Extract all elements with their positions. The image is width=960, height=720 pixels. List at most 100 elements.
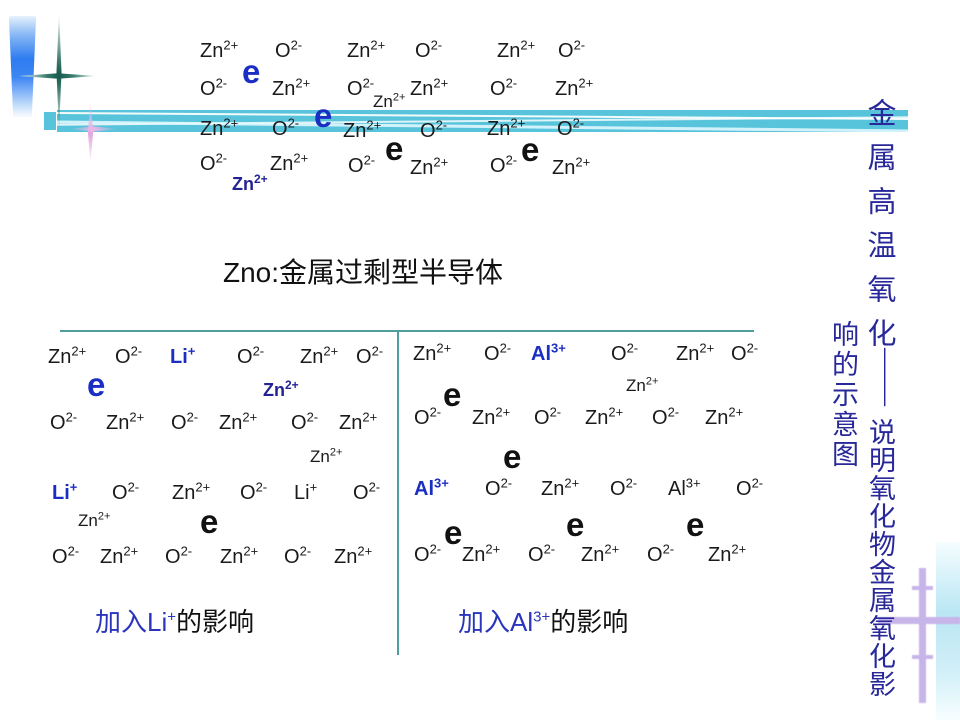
ion-label: O2- (275, 37, 303, 62)
ion-label: Zn2+ (585, 404, 624, 429)
ion-label: Zn2+ (410, 75, 449, 100)
ion-label: O2- (647, 541, 675, 566)
sparkle-cross-lavender-icon (878, 617, 960, 624)
ion-label: O2- (353, 479, 381, 504)
ion-label: Zn2+ (410, 154, 449, 179)
ion-label: O2- (165, 543, 193, 568)
sparkle-star-pink-icon (87, 100, 94, 164)
electron-label: e (686, 506, 705, 543)
vertical-title-dash: —— (871, 348, 903, 406)
ion-label: Zn2+ (541, 475, 580, 500)
sparkle-star-pink-icon (69, 126, 118, 132)
ion-label: Zn2+ (413, 340, 452, 365)
ion-label: Zn2+ (555, 75, 594, 100)
ion-label: O2- (414, 404, 442, 429)
ion-label: Zn2+ (626, 375, 659, 395)
electron-label: e (242, 53, 261, 90)
ion-label: O2- (557, 115, 585, 140)
panel-top-rule (60, 330, 754, 332)
ion-label: O2- (356, 343, 384, 368)
ion-label: O2- (200, 75, 228, 100)
ion-label: O2- (240, 479, 268, 504)
ion-label: Zn2+ (339, 409, 378, 434)
ion-label: Zn2+ (48, 343, 87, 368)
electron-label: e (444, 514, 463, 551)
ion-label: Al3+ (531, 340, 566, 365)
ion-label: O2- (420, 117, 448, 142)
ion-label: Zn2+ (310, 446, 343, 466)
ion-label: Zn2+ (219, 409, 258, 434)
caption-li-blue: 加入Li+ (95, 607, 177, 637)
ion-label: Zn2+ (708, 541, 747, 566)
slide-subtitle: Zno:金属过剩型半导体 (223, 257, 504, 288)
light-beam-top-left (8, 16, 37, 118)
electron-label: e (503, 438, 522, 475)
ion-label: Li+ (170, 343, 196, 368)
electron-label: e (314, 97, 333, 134)
ion-label: O2- (485, 475, 513, 500)
ion-label: O2- (610, 475, 638, 500)
ion-label: O2- (484, 340, 512, 365)
ion-label: Zn2+ (200, 115, 239, 140)
ion-label: O2- (558, 37, 586, 62)
ion-label: O2- (52, 543, 80, 568)
ion-label: Zn2+ (462, 541, 501, 566)
ion-label: O2- (272, 115, 300, 140)
ion-label: Zn2+ (272, 75, 311, 100)
ion-label: O2- (50, 409, 78, 434)
ion-label: O2- (284, 543, 312, 568)
electron-label: e (200, 503, 219, 540)
ion-label: O2- (291, 409, 319, 434)
ion-label: Zn2+ (100, 543, 139, 568)
ion-label: O2- (171, 409, 199, 434)
ion-label: Zn2+ (581, 541, 620, 566)
caption-li-effect: 加入Li+的影响 (95, 602, 254, 639)
ion-label: O2- (347, 75, 375, 100)
ion-label: Zn2+ (200, 37, 239, 62)
ion-label: O2- (200, 150, 228, 175)
light-beam-bottom-right (936, 542, 960, 720)
highlight-band (57, 110, 908, 132)
ion-label: Zn2+ (334, 543, 373, 568)
sparkle-star-teal-icon (56, 12, 62, 132)
ion-label: Zn2+ (172, 479, 211, 504)
ion-label: Zn2+ (270, 150, 309, 175)
caption-al-effect: 加入Al3+的影响 (458, 602, 628, 639)
ion-label: Zn2+ (220, 543, 259, 568)
ion-label: O2- (112, 479, 140, 504)
electron-label: e (443, 376, 462, 413)
ion-label: Zn2+ (106, 409, 145, 434)
ion-label: Zn2+ (497, 37, 536, 62)
sparkle-cross-lavender-icon (912, 586, 933, 590)
ion-label: Zn2+ (263, 378, 299, 400)
ion-label: Zn2+ (552, 154, 591, 179)
ion-label: Zn2+ (232, 172, 268, 194)
ion-label: O2- (115, 343, 143, 368)
ion-label: O2- (414, 541, 442, 566)
ion-label: O2- (736, 475, 764, 500)
ion-label: O2- (652, 404, 680, 429)
ion-label: Zn2+ (705, 404, 744, 429)
ion-label: Zn2+ (472, 404, 511, 429)
sparkle-star-teal-icon (19, 73, 97, 79)
sparkle-cross-lavender-icon (912, 655, 933, 659)
ion-label: Zn2+ (343, 117, 382, 142)
ion-label: O2- (490, 75, 518, 100)
ion-label: Al3+ (668, 475, 701, 500)
ion-label: O2- (237, 343, 265, 368)
ion-label: Zn2+ (373, 91, 406, 111)
ion-label: O2- (534, 404, 562, 429)
ion-label: O2- (415, 37, 443, 62)
ion-label: Zn2+ (300, 343, 339, 368)
ion-label: Al3+ (414, 475, 449, 500)
caption-li-rest: 的影响 (176, 607, 255, 637)
ion-label: O2- (528, 541, 556, 566)
panel-divider (397, 330, 399, 655)
vertical-title-segment-2: 说明氧化物金属氧化影 (865, 418, 895, 698)
ion-label: O2- (731, 340, 759, 365)
ion-label: Zn2+ (347, 37, 386, 62)
